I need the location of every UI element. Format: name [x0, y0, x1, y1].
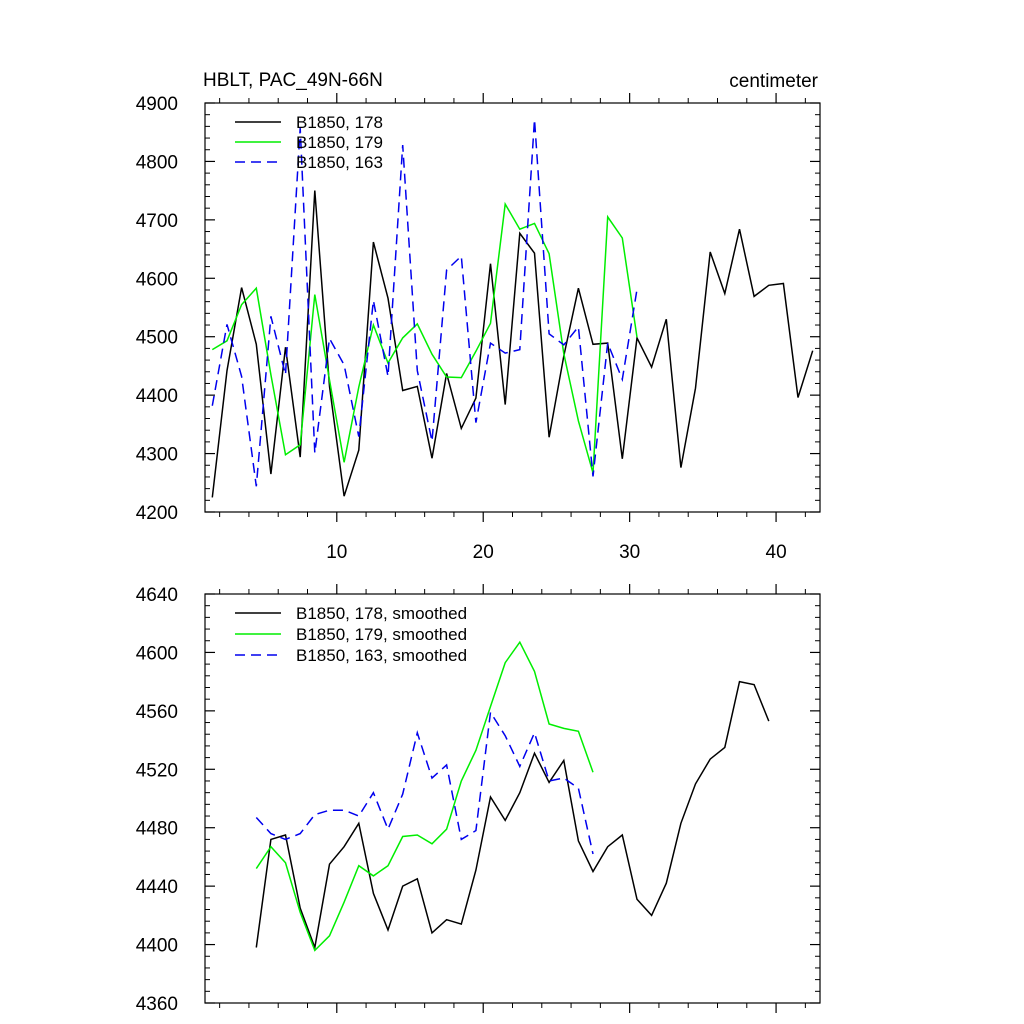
- series-line-3: [211, 119, 638, 487]
- y-tick-label: 4200: [136, 503, 178, 524]
- legend-label-3: B1850, 163: [296, 153, 383, 172]
- legend-label-1: B1850, 178, smoothed: [296, 604, 467, 623]
- y-tick-label: 4800: [136, 152, 178, 173]
- y-tick-label: 4600: [136, 269, 178, 290]
- x-tick-label: 10: [326, 542, 347, 563]
- x-tick-label: 40: [766, 542, 787, 563]
- y-tick-label: 4400: [136, 386, 178, 407]
- bottom-panel-series: [255, 640, 770, 952]
- series-line-1: [211, 190, 814, 498]
- series-line-3: [255, 710, 594, 855]
- y-tick-label: 4700: [136, 211, 178, 232]
- y-tick-label: 4640: [136, 585, 178, 606]
- chart-title: HBLT, PAC_49N-66N: [203, 70, 383, 91]
- bottom-panel: 4360 4400 4440 4480 4520 4560 4600 4640 B1850, …: [136, 584, 821, 1015]
- x-tick-label: 30: [619, 542, 640, 563]
- legend-label-3: B1850, 163, smoothed: [296, 646, 467, 665]
- x-tick-label: 20: [473, 542, 494, 563]
- y-tick-label: 4400: [136, 936, 178, 957]
- y-tick-label: 4440: [136, 877, 178, 898]
- bottom-panel-legend: B1850, 178, smoothed B1850, 179, smoothed…: [235, 604, 467, 665]
- series-line-2: [211, 201, 638, 474]
- top-panel-axes: 4200 4300 4400 4500 4600 4700 4800 4900 10 20 30 40: [136, 93, 821, 563]
- series-line-2: [255, 640, 594, 952]
- y-tick-label: 4600: [136, 643, 178, 664]
- y-tick-label: 4900: [136, 94, 178, 115]
- series-line-1: [255, 680, 770, 951]
- y-tick-label: 4480: [136, 819, 178, 840]
- legend-label-1: B1850, 178: [296, 113, 383, 132]
- y-tick-label: 4360: [136, 994, 178, 1015]
- y-tick-label: 4300: [136, 445, 178, 466]
- top-panel: HBLT, PAC_49N-66N centimeter 4200 4300 440…: [136, 70, 821, 563]
- units-label: centimeter: [729, 71, 818, 92]
- y-tick-label: 4520: [136, 760, 178, 781]
- y-tick-label: 4500: [136, 328, 178, 349]
- top-panel-series: [211, 119, 814, 498]
- y-tick-label: 4560: [136, 702, 178, 723]
- legend-label-2: B1850, 179, smoothed: [296, 625, 467, 644]
- bottom-panel-axes: 4360 4400 4440 4480 4520 4560 4600 4640: [136, 584, 821, 1015]
- legend-label-2: B1850, 179: [296, 133, 383, 152]
